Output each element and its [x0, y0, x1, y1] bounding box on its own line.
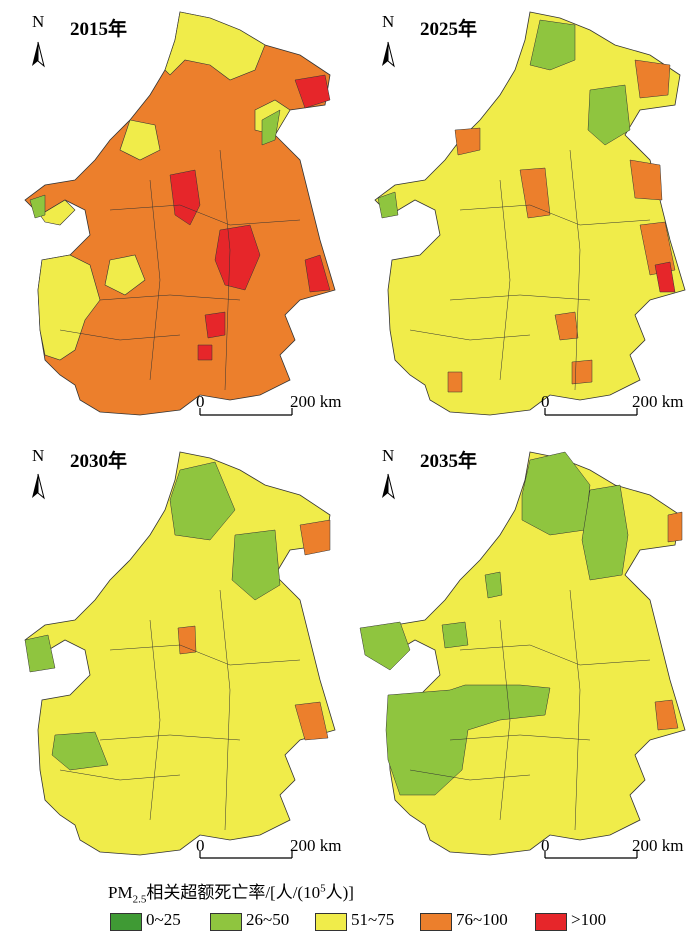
year-label: 2035年 — [420, 451, 478, 472]
green-zone — [581, 484, 629, 581]
orange-zone — [667, 511, 683, 543]
legend-swatch — [420, 913, 452, 931]
legend-title-sub: 2.5 — [132, 893, 147, 906]
green-zone — [169, 461, 236, 541]
red-zone — [654, 261, 676, 293]
legend-swatch — [210, 913, 242, 931]
orange-zone — [299, 519, 331, 556]
year-label: 2025年 — [420, 19, 478, 40]
green-zone — [51, 731, 109, 771]
year-label: 2030年 — [70, 451, 128, 472]
north-label: N — [382, 12, 395, 31]
orange-zone — [177, 625, 197, 655]
legend-label: 76~100 — [456, 910, 508, 929]
scale-label: 200 km — [290, 392, 342, 411]
scale-zero: 0 — [196, 392, 205, 411]
map-panel-2015: N 2015年 0 200 km — [0, 0, 350, 430]
legend-label: 0~25 — [146, 910, 181, 929]
scale-label: 200 km — [632, 392, 684, 411]
yellow-zone — [37, 254, 101, 361]
green-zone — [231, 529, 281, 601]
legend-label: 26~50 — [246, 910, 290, 929]
orange-zone — [639, 221, 676, 276]
map-panel-2030: N 2030年 0 200 km — [0, 440, 350, 870]
north-label: N — [32, 12, 45, 31]
yellow-zone — [39, 199, 76, 226]
yellow-zone — [164, 11, 266, 81]
legend-label: 51~75 — [351, 910, 395, 929]
green-zone — [521, 451, 591, 536]
legend-title-sup: 5 — [320, 882, 326, 895]
green-zone — [484, 571, 503, 599]
map-panel-2025: N 2025年 0 200 km — [350, 0, 700, 430]
internal-boundary — [59, 589, 301, 831]
green-zone — [359, 621, 411, 671]
scale-bar — [544, 408, 638, 416]
red-zone — [304, 254, 331, 293]
map-2035 — [359, 451, 686, 859]
north-arrow — [32, 473, 45, 500]
scale-bar — [544, 851, 638, 859]
orange-zone — [571, 359, 593, 385]
green-zone — [587, 84, 631, 146]
region-outline — [24, 11, 336, 416]
red-zone — [294, 74, 331, 109]
legend: 0~25 26~50 51~75 76~100 >100 — [110, 910, 700, 934]
legend-swatch — [535, 913, 567, 931]
map-2025 — [374, 11, 686, 416]
internal-boundary — [409, 149, 651, 391]
red-zone — [169, 169, 201, 226]
map-2015 — [24, 11, 336, 416]
scale-zero: 0 — [541, 836, 550, 855]
legend-title-prefix: PM — [108, 883, 133, 902]
region-outline — [24, 451, 336, 856]
orange-zone — [629, 159, 663, 201]
map-panel-2035: N 2035年 0 200 km — [350, 440, 700, 870]
orange-zone — [447, 371, 463, 393]
scale-zero: 0 — [196, 836, 205, 855]
internal-boundary — [59, 149, 301, 391]
orange-zone — [554, 311, 579, 341]
scale-label: 200 km — [290, 836, 342, 855]
green-zone — [529, 19, 576, 71]
red-zone — [204, 311, 226, 339]
orange-zone — [654, 699, 679, 731]
north-arrow — [382, 41, 395, 68]
yellow-zone — [104, 254, 146, 296]
green-zone — [261, 109, 281, 146]
legend-title: PM2.5相关超额死亡率/[人/(105人)] — [108, 878, 354, 905]
north-arrow — [382, 473, 395, 500]
region-outline — [374, 11, 686, 416]
scale-label: 200 km — [632, 836, 684, 855]
north-arrow — [32, 41, 45, 68]
scale-bar — [199, 851, 293, 859]
orange-zone — [294, 701, 329, 741]
scale-bar — [199, 408, 293, 416]
green-zone — [441, 621, 469, 649]
red-zone — [214, 224, 261, 291]
orange-zone — [454, 127, 481, 156]
red-zone — [197, 344, 213, 361]
legend-swatch — [110, 913, 142, 931]
north-label: N — [32, 446, 45, 465]
year-label: 2015年 — [70, 19, 128, 40]
map-2030 — [24, 451, 336, 859]
internal-boundary — [409, 589, 651, 831]
yellow-zone — [119, 119, 161, 161]
scale-zero: 0 — [541, 392, 550, 411]
legend-label: >100 — [571, 910, 607, 929]
orange-zone — [519, 167, 551, 219]
orange-zone — [634, 59, 671, 99]
legend-title-mid: 相关超额死亡率/[人/(10 — [146, 883, 321, 902]
north-label: N — [382, 446, 395, 465]
legend-swatch — [315, 913, 347, 931]
green-zone — [377, 191, 399, 219]
green-zone — [29, 194, 46, 219]
region-outline — [359, 451, 686, 856]
green-zone — [24, 634, 56, 673]
legend-title-suffix: 人)] — [325, 883, 354, 902]
